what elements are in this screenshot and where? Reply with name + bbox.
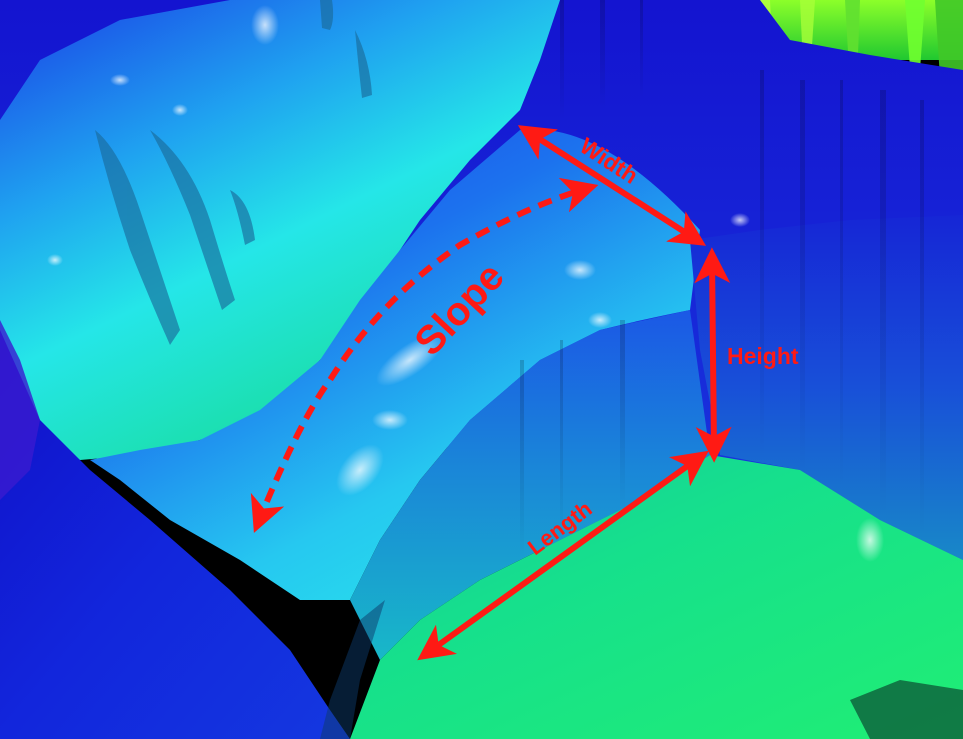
height-label: Height — [727, 343, 799, 369]
width-arrow — [517, 125, 707, 246]
length-arrow — [417, 450, 709, 661]
left-cliff — [0, 330, 350, 739]
floor-shadow — [320, 600, 385, 739]
right-wall — [690, 215, 963, 560]
green-spikes — [740, 0, 963, 80]
left-edge-plane — [0, 320, 40, 500]
slope-arrow — [250, 177, 599, 534]
floor-corner-dark — [850, 680, 963, 739]
plateau-gullies — [95, 0, 372, 345]
height-arrow — [694, 247, 732, 463]
